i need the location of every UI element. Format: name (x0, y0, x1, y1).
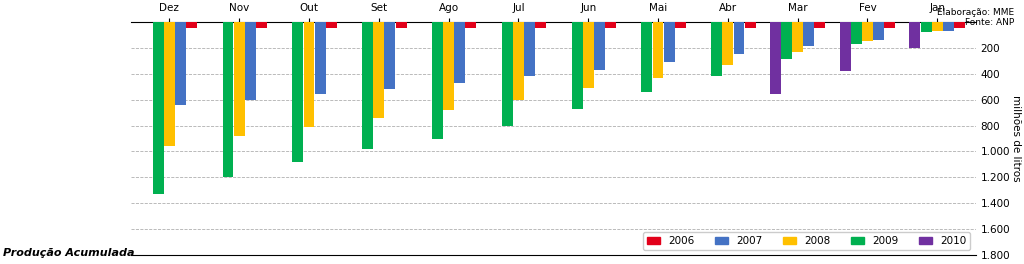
Bar (245, 22, 256, 100)
Bar (744, 22, 756, 29)
Bar (712, 22, 722, 76)
Bar (770, 22, 780, 95)
Bar (524, 22, 536, 76)
Bar (641, 22, 652, 92)
Bar (954, 22, 965, 29)
Bar (664, 22, 675, 62)
Bar (873, 22, 884, 40)
Bar (571, 22, 583, 109)
Bar (153, 22, 164, 194)
Bar (443, 22, 454, 110)
Y-axis label: milhões de litros: milhões de litros (1012, 95, 1021, 182)
Text: Produção Acumulada: Produção Acumulada (3, 248, 134, 258)
Bar (536, 22, 546, 29)
Bar (455, 22, 465, 83)
Bar (793, 22, 803, 52)
Bar (256, 22, 267, 29)
Bar (885, 22, 895, 29)
Bar (222, 22, 233, 177)
Bar (921, 22, 932, 32)
Bar (675, 22, 686, 29)
Bar (326, 22, 337, 29)
Bar (384, 22, 395, 89)
Bar (186, 22, 198, 29)
Bar (175, 22, 186, 105)
Bar (164, 22, 175, 146)
Bar (851, 22, 862, 45)
Bar (374, 22, 384, 118)
Bar (362, 22, 373, 149)
Bar (943, 22, 954, 31)
Bar (594, 22, 605, 70)
Bar (840, 22, 851, 71)
Bar (432, 22, 443, 139)
Bar (862, 22, 872, 41)
Bar (814, 22, 825, 29)
Bar (395, 22, 407, 29)
Bar (314, 22, 326, 95)
Bar (513, 22, 524, 100)
Bar (803, 22, 814, 46)
Bar (502, 22, 513, 126)
Bar (233, 22, 245, 136)
Bar (605, 22, 616, 29)
Bar (583, 22, 594, 88)
Legend: 2006, 2007, 2008, 2009, 2010: 2006, 2007, 2008, 2009, 2010 (643, 232, 971, 250)
Text: Elaboração: MME
Fonte: ANP: Elaboração: MME Fonte: ANP (937, 8, 1014, 27)
Bar (652, 22, 664, 78)
Bar (722, 22, 733, 65)
Bar (466, 22, 476, 29)
Bar (909, 22, 921, 48)
Bar (932, 22, 943, 31)
Bar (781, 22, 792, 59)
Bar (303, 22, 314, 127)
Bar (293, 22, 303, 162)
Bar (733, 22, 744, 54)
